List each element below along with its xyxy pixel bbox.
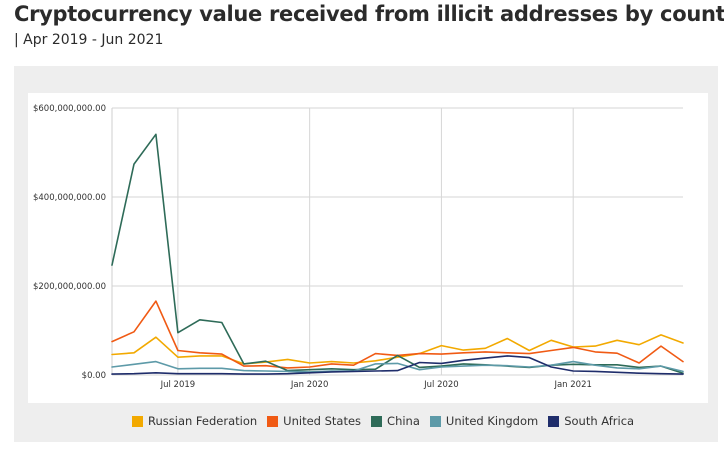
series-layer	[111, 133, 684, 375]
x-tick-label: Jan 2020	[290, 380, 328, 390]
legend-label: Russian Federation	[148, 414, 258, 428]
chart-legend: Russian Federation United States China Unit…	[132, 414, 634, 428]
legend-swatch	[371, 415, 383, 427]
legend-label: United Kingdom	[445, 414, 539, 428]
legend-item-south-africa[interactable]: South Africa	[548, 414, 634, 428]
series-line-china	[111, 133, 684, 375]
y-tick-label: $0.00	[82, 371, 106, 381]
legend-label: South Africa	[564, 414, 635, 428]
legend-item-china[interactable]: China	[371, 414, 420, 428]
y-tick-label: $400,000,000.00	[33, 193, 106, 203]
legend-item-russian-federation[interactable]: Russian Federation	[132, 414, 257, 428]
series-line-south-africa	[111, 355, 684, 375]
series-line-united-kingdom	[111, 360, 684, 373]
grid-layer	[111, 107, 683, 376]
series-line-russian-federation	[111, 334, 684, 365]
label-layer: $600,000,000.00 $400,000,000.00 $200,000,0…	[33, 104, 592, 390]
x-tick-label: Jul 2019	[160, 380, 196, 390]
legend-item-united-kingdom[interactable]: United Kingdom	[429, 414, 539, 428]
legend-item-united-states[interactable]: United States	[267, 414, 361, 428]
legend-swatch	[267, 415, 279, 427]
y-tick-label: $200,000,000.00	[33, 282, 106, 292]
x-tick-label: Jul 2020	[423, 380, 459, 390]
legend-label: United States	[283, 414, 362, 428]
legend-label: China	[387, 414, 420, 428]
page-subtitle: | Apr 2019 - Jun 2021	[14, 32, 164, 48]
legend-swatch	[548, 415, 560, 427]
legend-swatch	[132, 415, 143, 427]
y-tick-label: $600,000,000.00	[33, 104, 106, 114]
legend-swatch	[429, 415, 441, 427]
x-tick-label: Jan 2021	[553, 380, 591, 390]
page-title: Cryptocurrency value received from illic…	[14, 2, 724, 26]
line-chart: $600,000,000.00 $400,000,000.00 $200,000,0…	[28, 93, 708, 403]
